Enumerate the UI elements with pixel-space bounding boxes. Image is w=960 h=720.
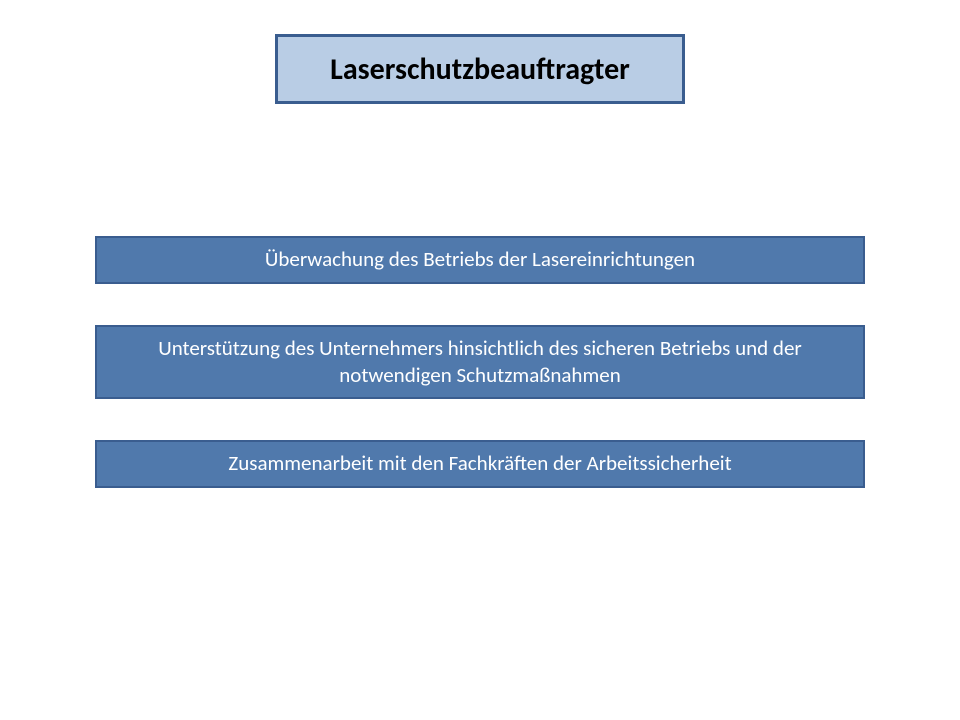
title-text: Laserschutzbeauftragter xyxy=(330,51,630,88)
title-box: Laserschutzbeauftragter xyxy=(275,34,685,104)
item-text-2: Unterstützung des Unternehmers hinsichtl… xyxy=(117,335,843,390)
item-box-3: Zusammenarbeit mit den Fachkräften der A… xyxy=(95,440,865,488)
item-text-3: Zusammenarbeit mit den Fachkräften der A… xyxy=(228,450,731,477)
item-box-2: Unterstützung des Unternehmers hinsichtl… xyxy=(95,325,865,399)
item-text-1: Überwachung des Betriebs der Lasereinric… xyxy=(265,246,695,273)
item-box-1: Überwachung des Betriebs der Lasereinric… xyxy=(95,236,865,284)
